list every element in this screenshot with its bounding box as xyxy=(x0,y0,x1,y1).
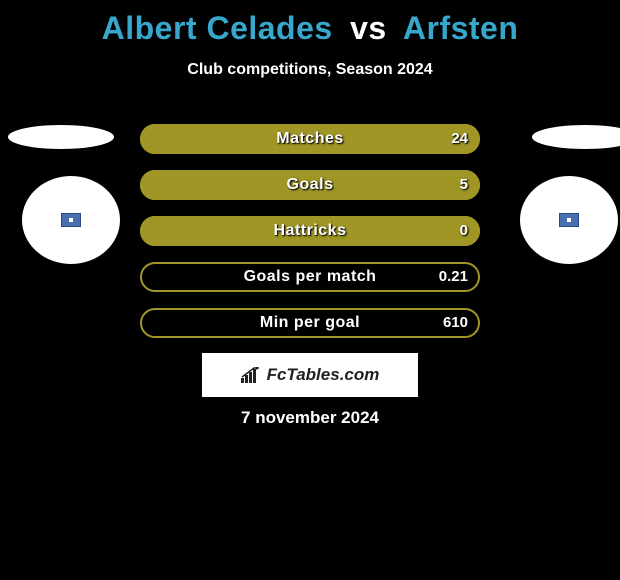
stat-row: Hattricks0 xyxy=(140,216,480,246)
decorative-ellipse-right xyxy=(532,125,620,149)
subtitle: Club competitions, Season 2024 xyxy=(0,61,620,79)
stat-value: 610 xyxy=(443,308,468,338)
stat-row: Goals5 xyxy=(140,170,480,200)
decorative-ellipse-left xyxy=(8,125,114,149)
stat-row: Min per goal610 xyxy=(140,308,480,338)
stat-row: Goals per match0.21 xyxy=(140,262,480,292)
placeholder-icon xyxy=(559,213,579,227)
stat-label: Matches xyxy=(140,124,480,154)
stat-label: Goals per match xyxy=(140,262,480,292)
stat-value: 5 xyxy=(460,170,468,200)
stat-label: Min per goal xyxy=(140,308,480,338)
stat-value: 0.21 xyxy=(439,262,468,292)
player2-avatar-circle xyxy=(520,176,618,264)
date-label: 7 november 2024 xyxy=(0,408,620,428)
source-logo: FcTables.com xyxy=(202,353,418,397)
logo-text: FcTables.com xyxy=(267,365,380,385)
placeholder-icon xyxy=(61,213,81,227)
stat-label: Goals xyxy=(140,170,480,200)
comparison-title: Albert Celades vs Arfsten xyxy=(0,0,620,47)
stat-label: Hattricks xyxy=(140,216,480,246)
player1-avatar-circle xyxy=(22,176,120,264)
stats-panel: Matches24 Goals5 Hattricks0 Goals per match… xyxy=(140,124,480,354)
player2-name: Arfsten xyxy=(403,10,519,46)
stat-value: 0 xyxy=(460,216,468,246)
stat-value: 24 xyxy=(451,124,468,154)
chart-bars-icon xyxy=(241,367,263,383)
stat-row: Matches24 xyxy=(140,124,480,154)
vs-label: vs xyxy=(350,10,387,46)
player1-name: Albert Celades xyxy=(102,10,333,46)
